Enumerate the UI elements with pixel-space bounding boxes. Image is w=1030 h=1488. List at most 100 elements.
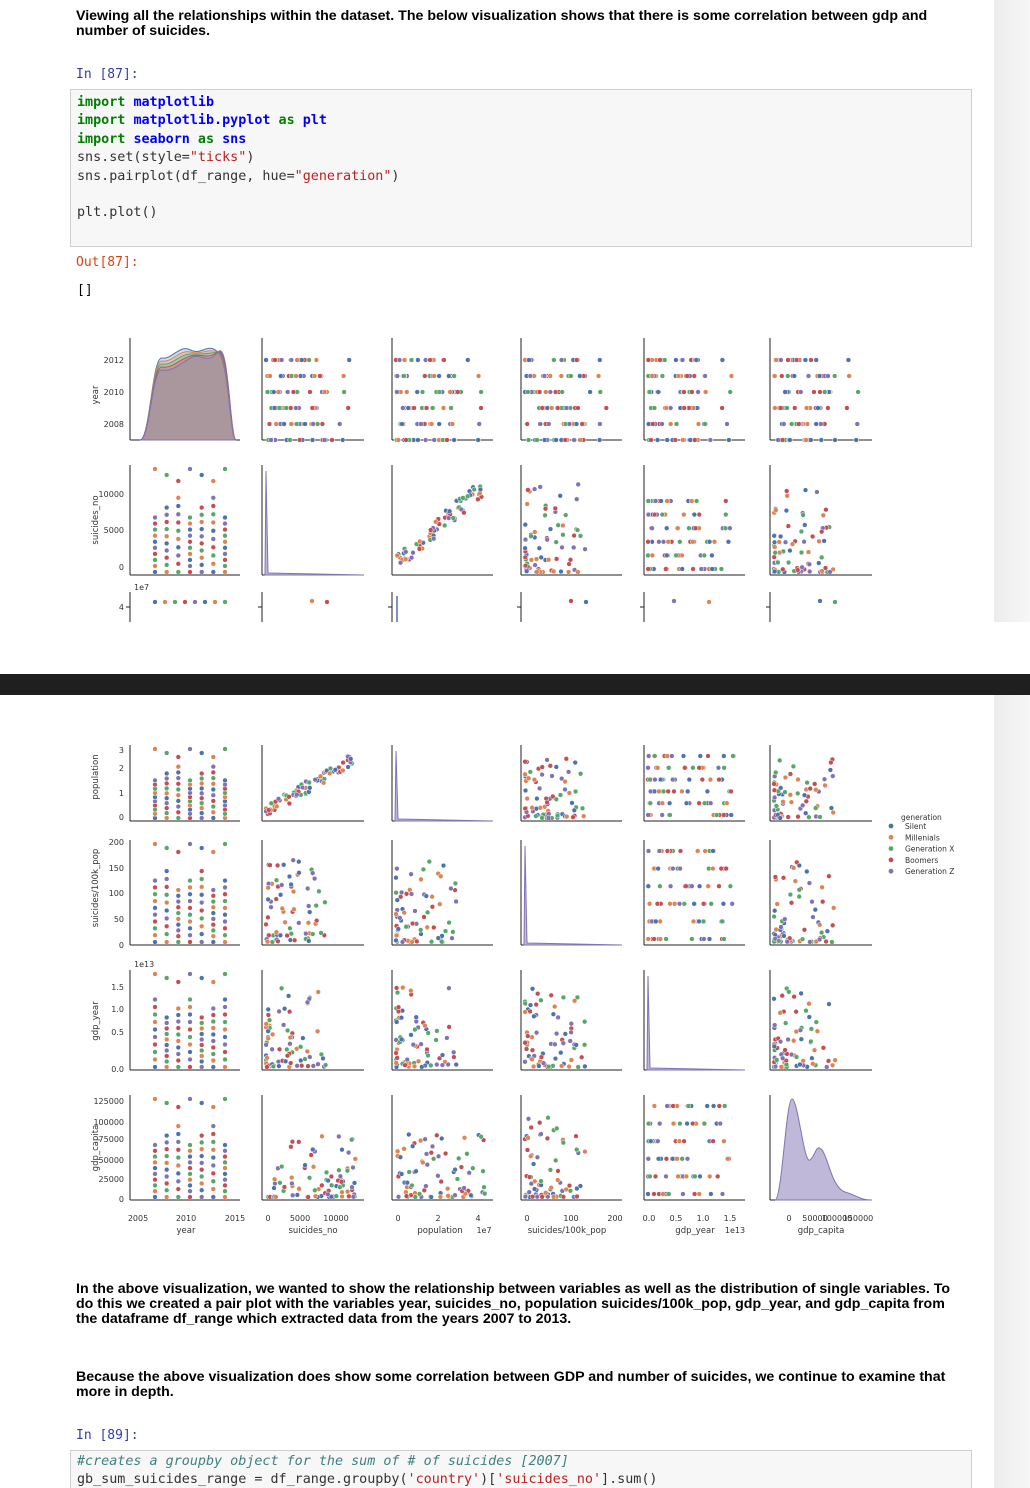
scatter-point [152,777,158,784]
scatter-point [425,1030,431,1036]
scatter-point [560,994,567,1001]
scatter-point [530,1161,537,1167]
scatter-point [676,901,683,907]
scatter-point [796,887,802,893]
scatter-point [667,812,673,818]
scatter-point [646,901,653,907]
scatter-point [401,910,407,916]
scatter-point [394,1148,401,1154]
scatter-point [468,1192,474,1198]
scatter-point [222,884,228,891]
scatter-point [152,898,158,904]
scatter-point [349,1137,355,1143]
scatter-point [309,598,315,604]
scatter-point [428,1194,434,1200]
scatter-point [305,920,312,926]
scatter-point [222,777,228,784]
scatter-point [265,1012,272,1018]
scatter-point [707,776,714,783]
scatter-point [528,1153,534,1159]
scatter-point [152,1049,158,1055]
scatter-point [445,1193,451,1199]
scatter-point [350,1194,357,1200]
scatter-point [820,1045,827,1051]
scatter-point [187,1004,193,1010]
scatter-point [164,939,170,945]
scatter-point [433,519,439,525]
scatter-point [300,1035,306,1041]
scatter-point [670,865,676,872]
scatter-point [397,1154,404,1160]
scatter-point [175,927,181,934]
scatter-point [393,932,400,939]
scatter-point [524,501,530,507]
scatter-point [666,1191,672,1197]
x-tick-label: 0 [395,1214,400,1223]
scatter-point [152,1034,158,1040]
scatter-point [803,437,809,443]
row-tick: 150 [109,864,124,873]
scatter-point [187,563,193,569]
scatter-point [302,421,308,427]
pairplot-top: yearsuicides_no20122010200810000500001e7… [91,338,872,622]
scatter-point [408,1032,414,1038]
scatter-point [199,1173,205,1180]
scatter-point [288,421,294,427]
scatter-point [402,556,409,562]
scatter-point [573,421,580,427]
scatter-point [210,803,216,810]
scatter-point [558,1050,564,1056]
code-cell-89[interactable]: #creates a groupby object for the sum of… [70,1450,972,1488]
code-line: #creates a groupby object for the sum of… [77,1454,569,1469]
scatter-point [152,939,158,945]
scatter-point [667,883,674,889]
scatter-point [411,405,417,411]
scatter-point [199,533,205,539]
scatter-point [531,486,538,492]
scatter-point [210,1178,216,1184]
scatter-point [431,437,437,443]
scatter-point [526,357,532,363]
scatter-point [411,1063,418,1069]
scatter-point [524,1147,531,1153]
scatter-point [281,862,287,868]
scatter-point [293,373,299,379]
scatter-point [773,357,779,363]
scatter-point [276,1046,283,1052]
scatter-point [199,845,205,851]
scatter-point [210,922,216,928]
scatter-point [175,809,181,815]
scatter-point [567,1038,573,1044]
scatter-point [541,437,548,443]
scatter-point [560,1040,566,1046]
scatter-point [779,373,785,379]
scatter-point [597,421,603,427]
scatter-point [461,510,467,516]
scatter-point [187,905,193,911]
scatter-point [319,1182,325,1189]
scatter-point [222,1056,228,1063]
scatter-point [412,908,418,914]
code-cell-87[interactable]: import matplotlib import matplotlib.pyplo… [70,89,972,247]
scatter-point [525,1116,532,1122]
scatter-point [274,803,280,810]
scatter-point [199,555,205,561]
scatter-point [726,437,732,443]
scatter-point [210,933,216,939]
scatter-point [724,800,730,806]
notebook-page-bottom: population suicides/100k_pop gdp_year gdp_c… [0,695,1030,1488]
scatter-point [428,1062,434,1069]
scatter-point [673,552,679,559]
scatter-point [329,437,335,443]
scatter-point [393,985,400,991]
scatter-point [187,1142,193,1148]
scatter-point [571,532,577,539]
scatter-point [222,1142,228,1148]
scatter-point [690,765,696,771]
scatter-point [175,775,181,781]
scatter-point [164,555,170,561]
scatter-point [431,373,437,379]
scatter-point [680,753,687,759]
scatter-point [210,786,216,793]
scatter-point [187,466,193,472]
